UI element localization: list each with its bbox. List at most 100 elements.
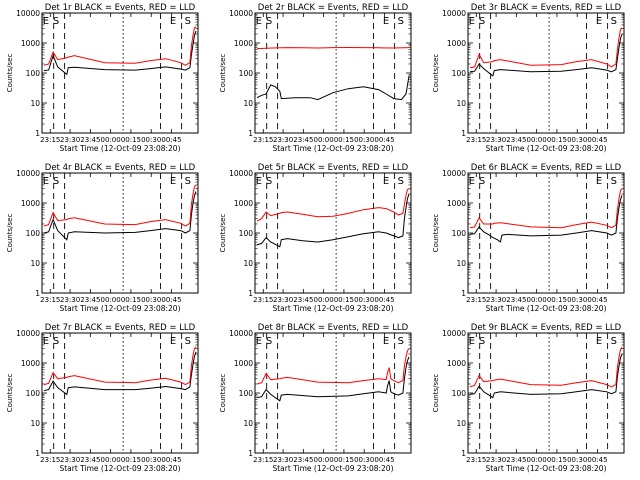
x-tick-label: 23:45 [80,296,100,304]
y-tick-label: 1 [248,129,253,138]
y-tick-label: 10 [456,419,466,428]
marker-label-s: S [185,176,191,187]
y-axis-label: Counts/sec [219,54,227,93]
y-tick-label: 10000 [16,169,40,178]
marker-label-e: E [469,336,475,347]
y-tick-label: 100 [26,229,41,238]
x-tick-label: 23:45 [506,136,526,144]
marker-label-s: S [611,176,617,187]
y-tick-label: 10 [243,99,253,108]
series-lld-line [469,188,623,229]
chart-panel-8: Det 8r BLACK = Events, RED = LLD 1 10 100 10… [219,323,412,473]
y-tick-label: 10000 [16,329,40,338]
y-tick-label: 100 [239,229,254,238]
x-tick-label: 00:00 [527,296,547,304]
marker-label-e: E [170,336,176,347]
y-axis-label: Counts/sec [6,374,14,413]
marker-label-s: S [611,16,617,27]
marker-label-e: E [596,336,602,347]
y-tick-label: 1000 [447,359,466,368]
y-axis-label: Counts/sec [432,54,440,93]
y-tick-label: 10000 [229,169,253,178]
x-tick-label: 00:30 [141,456,161,464]
marker-label-s: S [479,16,485,27]
y-tick-label: 1 [35,449,40,458]
x-tick-label: 23:15 [40,296,60,304]
series-lld-line [256,348,410,385]
x-tick-label: 00:15 [547,136,567,144]
x-axis-label: Start Time (12-Oct-09 23:08:20) [272,144,393,153]
series-events-line [256,356,410,402]
marker-label-e: E [383,176,389,187]
y-axis-label: Counts/sec [6,54,14,93]
plot-frame [254,332,412,454]
y-tick-label: 100 [26,69,41,78]
chart-panel-5: Det 5r BLACK = Events, RED = LLD 1 10 100 10… [219,163,412,313]
y-tick-label: 100 [239,389,254,398]
marker-label-e: E [256,336,262,347]
x-tick-label: 23:45 [293,296,313,304]
series-events-line [256,193,410,248]
x-tick-label: 23:15 [253,456,273,464]
x-tick-label: 00:00 [101,136,121,144]
series-events-line [469,353,623,399]
y-tick-label: 1000 [234,39,253,48]
x-tick-label: 23:30 [273,136,293,144]
marker-label-s: S [266,336,272,347]
x-tick-label: 00:45 [587,136,607,144]
x-tick-label: 23:30 [486,296,506,304]
chart-panel-4: Det 4r BLACK = Events, RED = LLD 1 10 100 10… [6,163,199,313]
y-axis-label: Counts/sec [6,214,14,253]
chart-panel-2: Det 2r BLACK = Events, RED = LLD 1 10 100 10… [219,3,412,153]
marker-label-s: S [53,336,59,347]
x-tick-label: 23:15 [253,136,273,144]
x-tick-label: 00:30 [141,296,161,304]
y-axis-label: Counts/sec [432,374,440,413]
y-tick-label: 1000 [234,359,253,368]
x-tick-label: 00:15 [121,296,141,304]
plot-frame [467,332,625,454]
y-tick-label: 1 [35,129,40,138]
marker-label-s: S [398,336,404,347]
series-events-line [43,30,197,76]
x-tick-label: 00:15 [547,456,567,464]
plot-frame [254,12,412,134]
y-tick-label: 10000 [442,329,466,338]
series-lld-line [43,184,197,227]
x-tick-label: 00:00 [314,136,334,144]
x-tick-label: 23:30 [486,456,506,464]
x-tick-label: 00:00 [314,456,334,464]
y-tick-label: 10000 [229,329,253,338]
y-tick-label: 10 [30,419,40,428]
x-tick-label: 00:45 [374,456,394,464]
chart-title: Det 4r BLACK = Events, RED = LLD [45,163,196,173]
x-axis-label: Start Time (12-Oct-09 23:08:20) [485,464,606,473]
x-tick-label: 00:00 [527,456,547,464]
marker-label-e: E [43,176,49,187]
chart-panel-1: Det 1r BLACK = Events, RED = LLD 1 10 100 10… [6,3,199,153]
marker-label-e: E [596,176,602,187]
x-axis-label: Start Time (12-Oct-09 23:08:20) [485,144,606,153]
marker-label-e: E [256,16,262,27]
x-tick-label: 23:45 [293,136,313,144]
y-tick-label: 100 [452,69,467,78]
chart-title: Det 8r BLACK = Events, RED = LLD [258,323,409,333]
y-tick-label: 10 [30,259,40,268]
x-tick-label: 23:45 [293,456,313,464]
x-tick-label: 23:15 [40,136,60,144]
y-tick-label: 100 [239,69,254,78]
marker-label-e: E [469,16,475,27]
plot-frame [467,172,625,294]
chart-title: Det 5r BLACK = Events, RED = LLD [258,163,409,173]
marker-label-s: S [479,176,485,187]
marker-label-s: S [53,176,59,187]
x-tick-label: 23:30 [60,136,80,144]
x-tick-label: 00:15 [334,296,354,304]
x-tick-label: 23:30 [273,456,293,464]
x-axis-label: Start Time (12-Oct-09 23:08:20) [59,144,180,153]
y-tick-label: 1000 [21,199,40,208]
y-tick-label: 10000 [442,9,466,18]
x-tick-label: 23:15 [466,296,486,304]
x-tick-label: 00:15 [547,296,567,304]
marker-label-e: E [43,16,49,27]
